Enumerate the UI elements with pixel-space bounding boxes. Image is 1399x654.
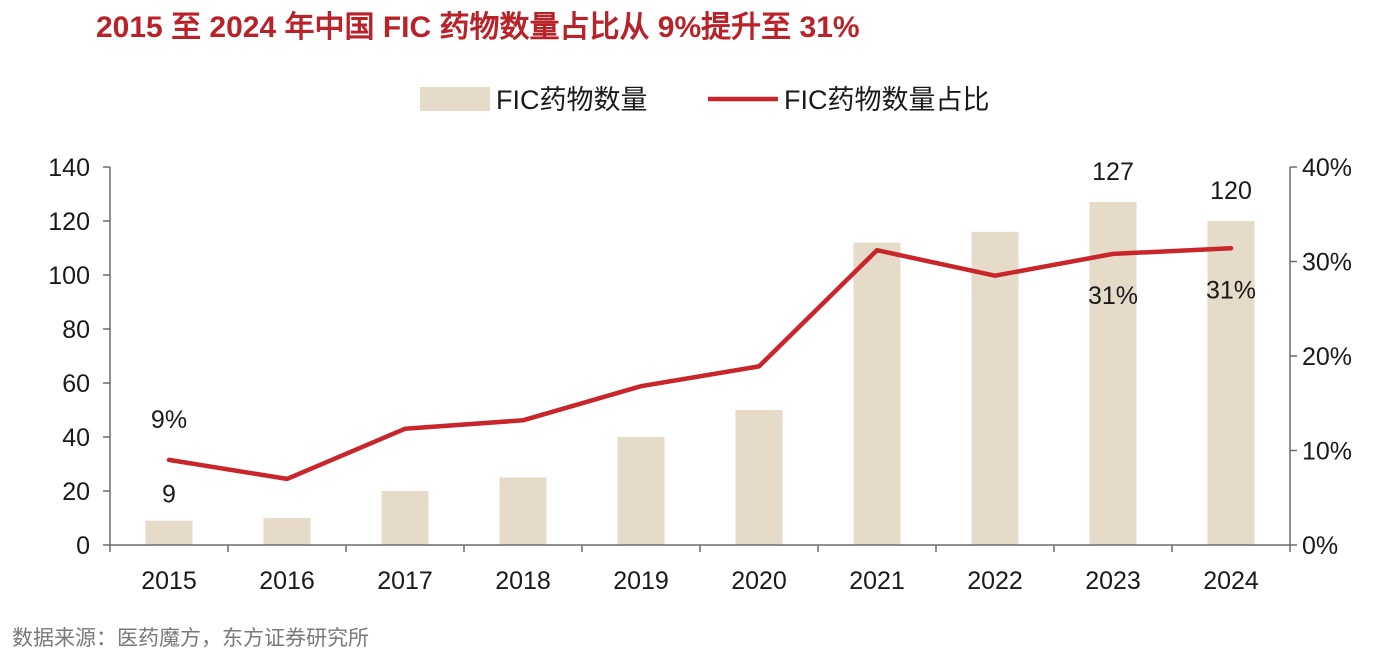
- fic-chart: FIC药物数量 FIC药物数量占比 0 20 40 60 80 100 120 140 0% 10%…: [48, 85, 1352, 595]
- x-tick-label-2018: 2018: [495, 567, 551, 595]
- y-left-tick-label: 20: [62, 478, 90, 506]
- page-title: 2015 至 2024 年中国 FIC 药物数量占比从 9%提升至 31%: [96, 11, 860, 44]
- y-right-tick-label: 10%: [1302, 438, 1352, 466]
- y-right-tick-label: 30%: [1302, 249, 1352, 277]
- x-tick-label-2017: 2017: [377, 567, 433, 595]
- data-label: 31%: [1088, 282, 1138, 310]
- bar-2021: [853, 242, 901, 545]
- bar-2017: [381, 491, 429, 545]
- axes: 0 20 40 60 80 100 120 140 0% 10% 20% 30% 40% 2015 2016…: [48, 154, 1352, 595]
- x-tick-label-2022: 2022: [967, 567, 1023, 595]
- x-tick-label-2020: 2020: [731, 567, 787, 595]
- y-left-tick-label: 0: [76, 532, 90, 560]
- x-tick-label-2019: 2019: [613, 567, 669, 595]
- bar-2024: [1207, 221, 1255, 545]
- x-tick-label-2024: 2024: [1203, 567, 1259, 595]
- bar-2019: [617, 437, 665, 545]
- bar-2020: [735, 410, 783, 545]
- x-tick-label-2023: 2023: [1085, 567, 1141, 595]
- x-tick-label-2016: 2016: [259, 567, 315, 595]
- bar-series: [145, 202, 1255, 546]
- data-labels: 9 127 120 9% 31% 31%: [151, 158, 1256, 509]
- data-label: 120: [1210, 177, 1252, 205]
- bar-2018: [499, 477, 547, 545]
- bar-2015: [145, 520, 193, 545]
- data-label: 31%: [1206, 276, 1256, 304]
- data-label: 9: [162, 481, 176, 509]
- bar-2022: [971, 231, 1019, 546]
- source-note: 数据来源：医药魔方，东方证券研究所: [12, 627, 369, 650]
- y-left-tick-label: 120: [48, 208, 90, 236]
- data-label: 127: [1092, 158, 1134, 186]
- bar-2016: [263, 518, 311, 545]
- x-tick-label-2021: 2021: [849, 567, 905, 595]
- legend: FIC药物数量 FIC药物数量占比: [420, 85, 990, 115]
- y-left-tick-label: 140: [48, 154, 90, 182]
- y-left-tick-label: 80: [62, 316, 90, 344]
- y-right-tick-label: 0%: [1302, 532, 1338, 560]
- legend-label-bar: FIC药物数量: [496, 85, 648, 115]
- y-right-tick-label: 40%: [1302, 154, 1352, 182]
- y-right-tick-label: 20%: [1302, 343, 1352, 371]
- line-series: [166, 246, 1234, 482]
- data-label: 9%: [151, 406, 187, 434]
- x-tick-label-2015: 2015: [141, 567, 197, 595]
- y-left-tick-label: 100: [48, 262, 90, 290]
- bar-2023: [1089, 202, 1137, 545]
- y-left-tick-label: 40: [62, 424, 90, 452]
- legend-label-line: FIC药物数量占比: [784, 85, 990, 115]
- y-left-tick-label: 60: [62, 370, 90, 398]
- line-fic-share: [166, 246, 1234, 482]
- legend-swatch-bar: [420, 87, 490, 111]
